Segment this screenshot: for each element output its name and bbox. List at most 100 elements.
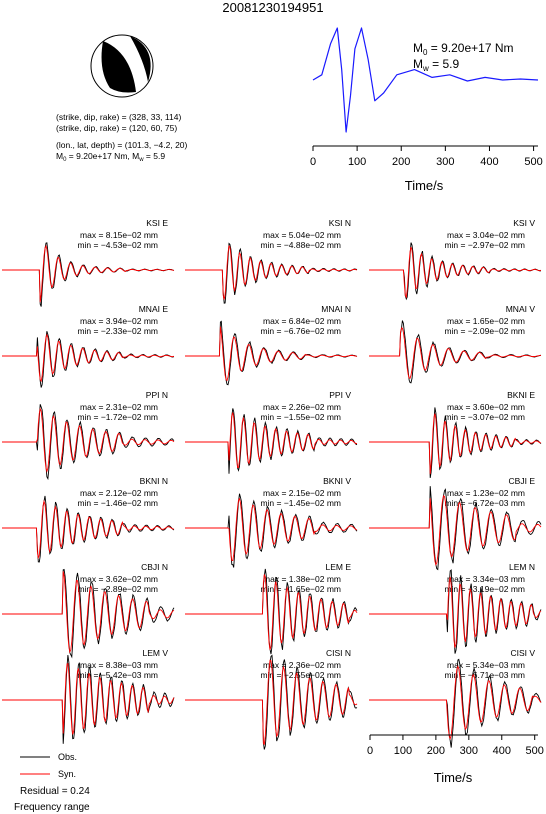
beachball-icon — [90, 34, 154, 98]
observed-waveform — [2, 331, 175, 388]
min-amplitude: min = −2.89e−02 mm — [77, 584, 158, 594]
synthetic-waveform — [185, 326, 358, 382]
stf-xlabel: Time/s — [405, 178, 444, 193]
residual-label: Residual = 0.24 — [20, 786, 90, 797]
bottom-tick-label: 100 — [394, 745, 412, 757]
synthetic-waveform — [185, 245, 358, 300]
min-amplitude: min = −1.55e−02 mm — [260, 412, 341, 422]
min-amplitude: min = −6.71e−03 mm — [444, 670, 525, 680]
stf-tick-label: 400 — [480, 156, 498, 168]
min-amplitude: min = −4.88e−02 mm — [260, 240, 341, 250]
mechanism-parameters: (strike, dip, rake) = (328, 33, 114) (st… — [56, 112, 188, 163]
stf-tick-label: 300 — [436, 156, 454, 168]
max-amplitude: max = 2.26e−02 mm — [263, 402, 341, 412]
bottom-time-axis: 0 100 200 300 400 500 — [367, 734, 544, 757]
min-amplitude: min = −5.42e−03 mm — [77, 670, 158, 680]
max-amplitude: max = 1.65e−02 mm — [447, 316, 525, 326]
synthetic-waveform — [369, 413, 542, 475]
bottom-tick-label: 200 — [427, 745, 445, 757]
max-amplitude: max = 2.15e−02 mm — [263, 488, 341, 498]
legend-obs-label: Obs. — [58, 752, 77, 762]
station-label: MNAI V — [506, 304, 536, 314]
station-label: CISI N — [326, 648, 351, 658]
min-amplitude: min = −1.65e−02 mm — [260, 584, 341, 594]
bottom-tick-label: 400 — [493, 745, 511, 757]
station-label: BKNI N — [140, 476, 168, 486]
station-label: KSI E — [146, 218, 168, 228]
max-amplitude: max = 3.62e−02 mm — [80, 574, 158, 584]
synthetic-waveform — [369, 246, 542, 299]
synthetic-waveform — [2, 499, 175, 560]
max-amplitude: max = 3.94e−02 mm — [80, 316, 158, 326]
observed-waveform — [2, 242, 175, 307]
moment-summary: M0 = 9.20e+17 Nm, Mw = 5.9 — [56, 151, 165, 163]
stf-line — [312, 27, 539, 133]
min-amplitude: min = −1.46e−02 mm — [77, 498, 158, 508]
synthetic-waveform — [185, 574, 358, 650]
synthetic-waveform — [369, 576, 542, 648]
bottom-xlabel: Time/s — [434, 770, 473, 785]
min-amplitude: min = −3.19e−02 mm — [444, 584, 525, 594]
station-label: CBJI N — [141, 562, 168, 572]
stf-tick-label: 0 — [310, 156, 316, 168]
stf-m0-label: M0 = 9.20e+17 Nm — [413, 41, 514, 57]
min-amplitude: min = −2.55e−02 mm — [260, 670, 341, 680]
max-amplitude: max = 1.38e−02 mm — [263, 574, 341, 584]
stf-mw-label: Mw = 5.9 — [413, 57, 459, 73]
nodal-plane-1: (strike, dip, rake) = (328, 33, 114) — [56, 112, 181, 122]
synthetic-waveform — [369, 665, 542, 741]
max-amplitude: max = 3.34e−03 mm — [447, 574, 525, 584]
station-label: LEM N — [509, 562, 535, 572]
station-label: LEM V — [142, 648, 168, 658]
observed-waveform — [185, 242, 358, 304]
nodal-plane-2: (strike, dip, rake) = (120, 60, 75) — [56, 123, 177, 133]
figure-title: 20081230194951 — [222, 0, 323, 15]
synthetic-waveform — [2, 407, 175, 473]
station-label: CBJI E — [509, 476, 536, 486]
synthetic-waveform — [2, 333, 175, 383]
min-amplitude: min = −4.53e−02 mm — [77, 240, 158, 250]
max-amplitude: max = 5.34e−03 mm — [447, 660, 525, 670]
max-amplitude: max = 5.04e−02 mm — [263, 230, 341, 240]
stf-tick-label: 500 — [524, 156, 542, 168]
min-amplitude: min = −2.97e−02 mm — [444, 240, 525, 250]
min-amplitude: min = −2.33e−02 mm — [77, 326, 158, 336]
min-amplitude: min = −2.09e−02 mm — [444, 326, 525, 336]
legend-syn-label: Syn. — [58, 769, 76, 779]
max-amplitude: max = 3.04e−02 mm — [447, 230, 525, 240]
max-amplitude: max = 8.38e−03 mm — [80, 660, 158, 670]
min-amplitude: min = −3.07e−02 mm — [444, 412, 525, 422]
max-amplitude: max = 6.84e−02 mm — [263, 316, 341, 326]
station-label: KSI V — [513, 218, 535, 228]
max-amplitude: max = 3.60e−02 mm — [447, 402, 525, 412]
station-label: BKNI V — [323, 476, 351, 486]
synthetic-waveform — [185, 659, 358, 746]
max-amplitude: max = 2.36e−02 mm — [263, 660, 341, 670]
station-label: PPI V — [329, 390, 351, 400]
station-label: CISI V — [510, 648, 535, 658]
max-amplitude: max = 8.15e−02 mm — [80, 230, 158, 240]
stf-tick-label: 200 — [392, 156, 410, 168]
max-amplitude: max = 1.23e−02 mm — [447, 488, 525, 498]
min-amplitude: min = −6.72e−03 mm — [444, 498, 525, 508]
bottom-tick-label: 0 — [367, 745, 373, 757]
